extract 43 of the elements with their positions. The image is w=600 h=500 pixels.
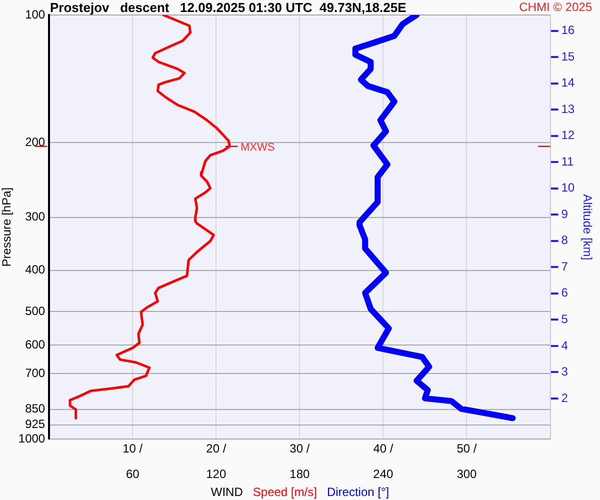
x2-tick-label: 120	[206, 467, 226, 482]
y-tick-label: 1000	[18, 432, 46, 446]
y2-tick-label: 7	[561, 259, 568, 274]
y2-tick-label: 2	[561, 390, 568, 405]
y2-tick-label: 9	[561, 206, 568, 221]
y2-tick-label: 4	[561, 338, 568, 352]
y2-tick-label: 6	[561, 286, 568, 300]
y-tick-label: 400	[25, 262, 46, 277]
y-tick-label: 850	[25, 402, 46, 416]
x-tick-label: 30 /	[290, 442, 310, 456]
y2-tick-label: 8	[561, 233, 568, 248]
chart-title: Prostejov descent 12.09.2025 01:30 UTC 49.73N,18.25E	[50, 0, 406, 15]
y-tick-label: 700	[25, 366, 46, 380]
x-axis-title: WIND	[210, 485, 243, 499]
y-tick-label: 925	[25, 417, 46, 432]
x2-tick-label: 300	[456, 467, 478, 482]
x-tick-label: 10 /	[122, 442, 144, 456]
y2-tick-label: 5	[561, 312, 568, 326]
x-tick-label: 50 /	[456, 442, 478, 456]
x2-tick-label: 240	[373, 467, 394, 482]
y2-tick-label: 16	[561, 23, 575, 38]
y2-tick-label: 13	[561, 102, 575, 116]
y2-tick-label: 12	[561, 128, 575, 142]
y2-tick-label: 10	[561, 180, 575, 195]
x2-tick-label: 60	[126, 467, 140, 482]
text: CHMI © 2025	[519, 0, 592, 14]
y2-tick-label: 11	[561, 154, 574, 168]
text: Direction [°]	[326, 485, 390, 499]
text: Speed [m/s]	[252, 485, 317, 499]
x-tick-label: 40 /	[373, 442, 394, 456]
y-axis-title: Pressure [hPa]	[0, 187, 14, 267]
y2-tick-label: 15	[561, 49, 575, 64]
y2-axis-title: Altitude [km]	[580, 194, 594, 260]
y-tick-label: 600	[25, 337, 46, 352]
y2-tick-label: 14	[561, 76, 575, 90]
y2-tick-label: 3	[561, 364, 568, 379]
y-tick-label: 300	[25, 210, 46, 224]
y-tick-label: 500	[25, 304, 46, 318]
x2-tick-label: 180	[290, 467, 310, 482]
y-tick-label: 100	[25, 7, 46, 22]
x-tick-label: 20 /	[206, 442, 227, 456]
y-tick-label: 200	[25, 135, 46, 150]
annotation: MXWS	[240, 141, 275, 154]
